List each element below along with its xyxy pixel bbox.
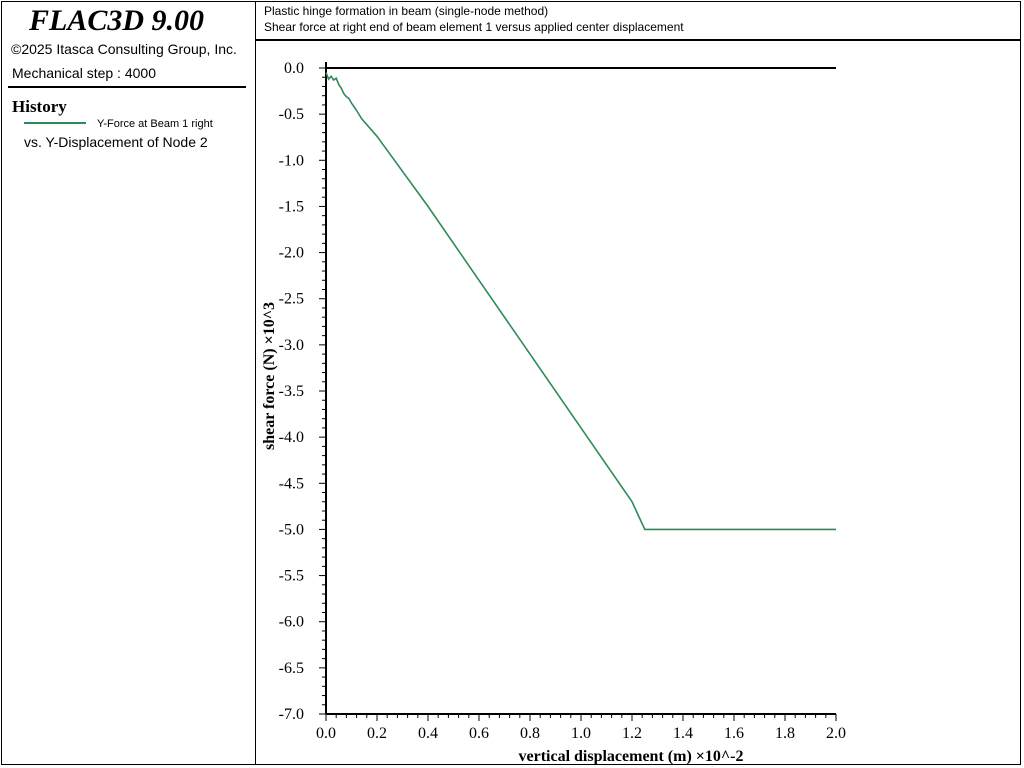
y-tick-label: -3.0 [279,337,304,354]
plot-header: Plastic hinge formation in beam (single-… [256,1,1021,41]
history-heading: History [12,97,67,116]
x-tick-label: 0.0 [316,725,336,742]
x-tick-label: 0.4 [418,725,438,742]
x-tick-label: 1.6 [724,725,744,742]
x-tick-label: 2.0 [826,725,846,742]
copyright-text: ©2025 Itasca Consulting Group, Inc. [11,41,237,57]
header-subtitle: Shear force at right end of beam element… [264,20,684,34]
y-tick-label: -4.5 [279,475,304,492]
y-tick-label: -2.5 [279,291,304,308]
x-tick-label: 1.4 [673,725,693,742]
y-tick-label: -4.0 [279,429,304,446]
y-tick-label: -5.5 [279,568,304,585]
y-tick-label: -1.5 [279,198,304,215]
mechanical-step-text: Mechanical step : 4000 [12,65,156,81]
y-tick-label: -3.5 [279,383,304,400]
y-axis-label: shear force (N) ×10^3 [261,302,278,450]
y-tick-label: 0.0 [284,60,304,77]
y-tick-label: -6.5 [279,660,304,677]
x-tick-label: 1.8 [775,725,795,742]
header-title: Plastic hinge formation in beam (single-… [264,4,549,18]
y-tick-label: -1.0 [279,152,304,169]
y-tick-label: -0.5 [279,106,304,123]
legend-vs-label: vs. Y-Displacement of Node 2 [24,134,208,150]
x-tick-label: 1.2 [622,725,642,742]
info-panel: FLAC3D 9.00 ©2025 Itasca Consulting Grou… [1,1,256,765]
app-title: FLAC3D 9.00 [29,4,205,37]
x-tick-label: 1.0 [571,725,591,742]
y-tick-label: -5.0 [279,521,304,538]
x-tick-label: 0.8 [520,725,540,742]
y-tick-label: -7.0 [279,706,304,723]
x-axis-label: vertical displacement (m) ×10^-2 [518,748,743,765]
divider [8,86,246,88]
x-tick-label: 0.2 [367,725,387,742]
legend-line-swatch [24,122,86,124]
x-tick-label: 0.6 [469,725,489,742]
y-tick-label: -2.0 [279,245,304,262]
series-line [325,72,836,531]
legend-series-label: Y-Force at Beam 1 right [97,118,213,130]
y-tick-label: -6.0 [279,614,304,631]
